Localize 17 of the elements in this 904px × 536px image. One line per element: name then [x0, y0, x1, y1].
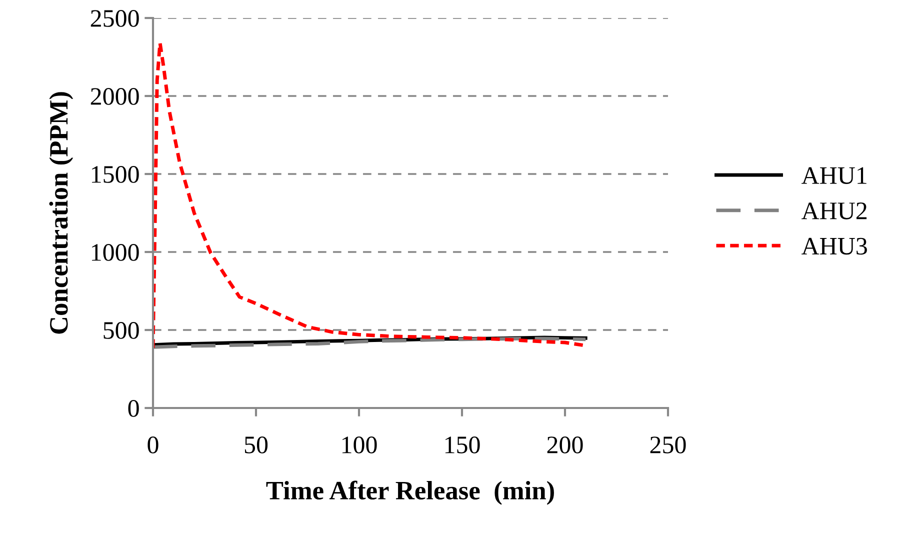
legend-label: AHU1 — [801, 167, 866, 184]
x-tick-label: 0 — [148, 436, 158, 454]
legend-label: AHU2 — [801, 202, 867, 220]
y-tick-label: 2500 — [90, 10, 139, 27]
x-tick-label: 50 — [244, 436, 268, 454]
x-tick-label: 200 — [547, 436, 583, 454]
y-tick-label: 500 — [104, 322, 139, 339]
x-tick-label: 100 — [342, 436, 377, 454]
y-tick-label: 1000 — [92, 244, 139, 261]
y-tick-label: 1500 — [92, 166, 139, 183]
x-axis-title: Time After Release (min) — [266, 480, 554, 505]
y-axis-title: Concentration (PPM) — [49, 92, 74, 334]
y-tick-label: 0 — [128, 400, 139, 417]
y-tick-label: 2000 — [90, 88, 139, 105]
x-tick-label: 250 — [650, 436, 686, 454]
x-tick-label: 150 — [445, 436, 480, 454]
legend-label: AHU3 — [801, 238, 867, 255]
